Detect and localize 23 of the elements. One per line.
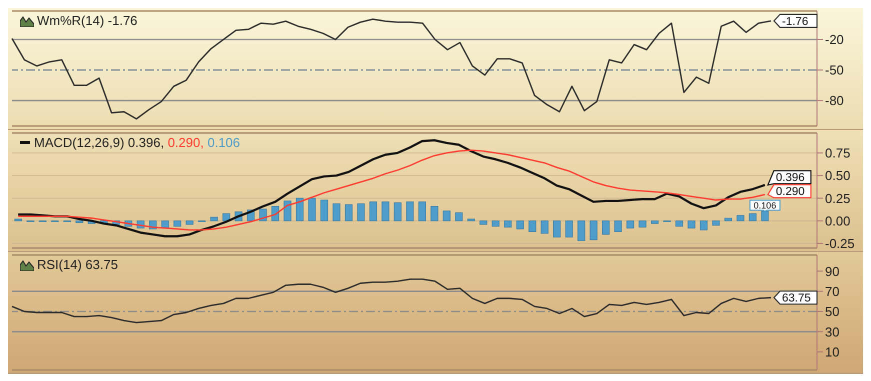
text: 0.106 — [207, 135, 240, 150]
y-tick-label: 0.50 — [825, 168, 850, 184]
chart-title: RSI(14) 63.75 — [37, 257, 118, 272]
y-tick-label: 50 — [825, 304, 840, 320]
data-label: 0.290 — [776, 186, 805, 198]
y-tick-label: 30 — [825, 324, 840, 340]
y-tick-label: 0.25 — [825, 190, 850, 206]
legend-label: MACD(12,26,9) 0.396, — [34, 135, 164, 150]
data-label: 0.106 — [754, 200, 776, 211]
y-tick-label: -0.25 — [825, 236, 855, 252]
y-tick-label: -80 — [825, 93, 844, 108]
y-tick-label: -20 — [825, 32, 844, 48]
y-tick-label: 0.75 — [825, 146, 850, 161]
y-tick-label: 90 — [825, 264, 840, 279]
data-label: 0.396 — [776, 172, 805, 184]
y-tick-label: 70 — [825, 284, 840, 299]
y-tick-label: 0.00 — [825, 213, 850, 228]
text: 0.290, — [168, 135, 204, 150]
chart-title: Wm%R(14) -1.76 — [37, 13, 138, 28]
y-tick-label: 10 — [825, 344, 840, 360]
data-label: -1.76 — [782, 16, 808, 28]
y-tick-label: -50 — [825, 62, 844, 78]
data-label: 63.75 — [782, 292, 811, 305]
